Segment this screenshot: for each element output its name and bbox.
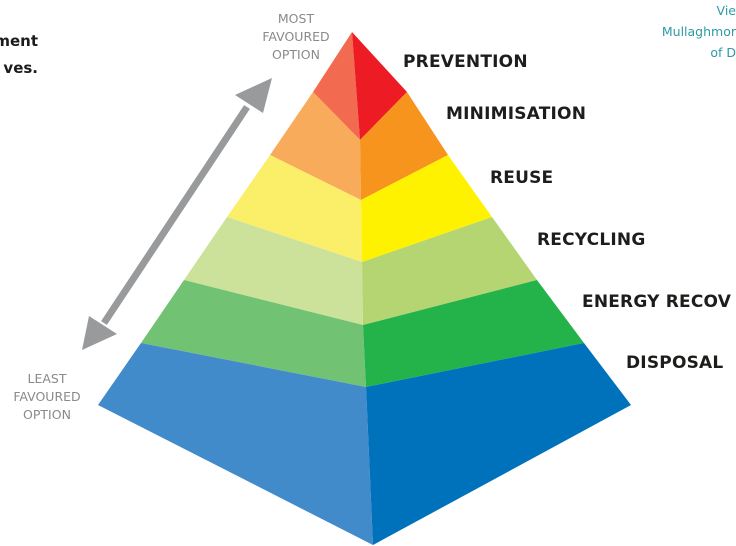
tier-label-recycling: RECYCLING: [537, 230, 646, 250]
least-favoured-line-1: LEAST: [27, 371, 67, 386]
tier-energy-recovery-left-face: [141, 280, 366, 387]
tier-energy-recovery-right-face: [363, 280, 584, 387]
least-favoured-line-3: OPTION: [23, 407, 71, 422]
most-favoured-line-1: MOST: [277, 11, 315, 26]
tier-reuse-right-face: [361, 155, 492, 262]
tier-recycling-right-face: [362, 217, 537, 325]
cropped-caption-line-1: Vie: [716, 3, 736, 18]
most-favoured-option-label: MOST FAVOURED OPTION: [246, 10, 346, 64]
cropped-caption-line-2: Mullaghmor: [661, 24, 736, 39]
tier-prevention-right-face: [352, 32, 407, 140]
tier-minimisation-left-face: [270, 92, 361, 200]
tier-label-disposal: DISPOSAL: [626, 353, 724, 373]
favour-arrow: [82, 78, 272, 350]
most-favoured-line-2: FAVOURED: [262, 29, 330, 44]
cropped-heading-left: ment ves.: [0, 28, 38, 82]
tier-label-energy-recovery: ENERGY RECOV: [582, 292, 732, 312]
tier-minimisation-right-face: [360, 92, 448, 200]
arrow-head-up-icon: [235, 78, 272, 113]
cropped-heading-line-2: ves.: [3, 59, 38, 77]
tier-disposal-right-face: [366, 343, 631, 545]
tier-reuse-left-face: [227, 155, 362, 262]
pyramid-faces: [98, 32, 631, 545]
arrow-head-down-icon: [82, 316, 117, 350]
tier-label-minimisation: MINIMISATION: [446, 104, 587, 124]
tier-label-reuse: REUSE: [490, 168, 554, 188]
arrow-shaft: [101, 105, 250, 325]
tier-recycling-left-face: [184, 217, 363, 325]
tier-label-prevention: PREVENTION: [403, 52, 528, 72]
tier-disposal-left-face: [98, 343, 373, 545]
cropped-caption-right: Vie Mullaghmor of D: [662, 0, 736, 63]
most-favoured-line-3: OPTION: [272, 47, 320, 62]
least-favoured-line-2: FAVOURED: [13, 389, 81, 404]
least-favoured-option-label: LEAST FAVOURED OPTION: [0, 370, 94, 424]
cropped-caption-line-3: of D: [710, 45, 736, 60]
tier-prevention-left-face: [313, 32, 360, 140]
cropped-heading-line-1: ment: [0, 32, 38, 50]
